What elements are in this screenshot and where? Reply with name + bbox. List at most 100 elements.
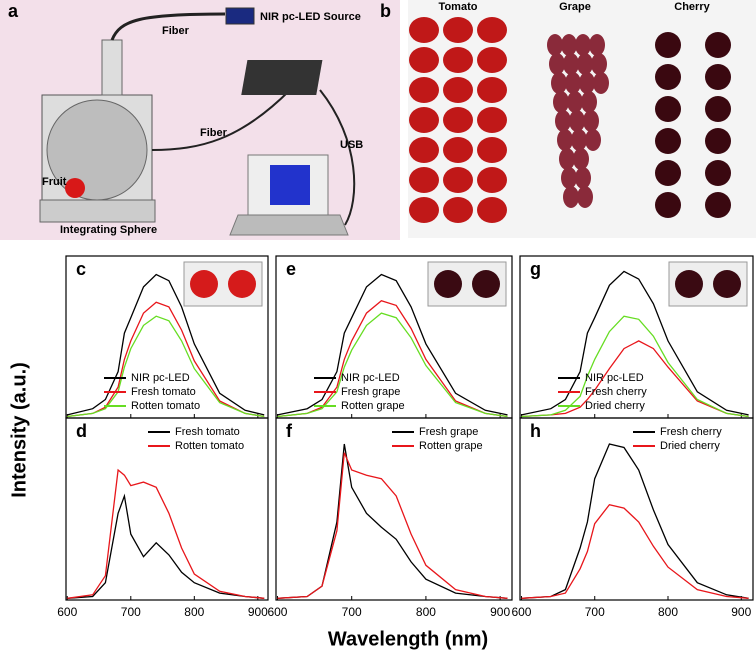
- spectrum-line: [277, 299, 508, 418]
- cherry: [655, 160, 681, 186]
- tomato: [443, 107, 473, 133]
- tomato: [443, 17, 473, 43]
- spectrum-line: [277, 443, 508, 599]
- legend-label: Fresh grape: [419, 426, 478, 438]
- plot-frame: [65, 417, 269, 601]
- grape: [571, 129, 587, 151]
- legend-label: NIR pc-LED: [131, 372, 190, 384]
- legend-label: Dried cherry: [585, 400, 645, 412]
- inset-fruit: [713, 270, 741, 298]
- panel-label: b: [380, 1, 391, 21]
- cherry: [705, 32, 731, 58]
- grape: [555, 110, 571, 132]
- tomato: [443, 137, 473, 163]
- grape: [565, 72, 581, 94]
- legend-label: Fresh tomato: [131, 386, 196, 398]
- tomato: [443, 197, 473, 223]
- tomato: [443, 47, 473, 73]
- panel-label: a: [8, 1, 19, 21]
- grape: [593, 72, 609, 94]
- spectrum-line: [521, 503, 749, 599]
- usb-cable: [319, 89, 356, 226]
- fruit-photo: [409, 17, 731, 223]
- laptop-base: [229, 214, 349, 236]
- label: Cherry: [674, 1, 710, 13]
- legend-label: Fresh grape: [341, 386, 400, 398]
- panel-label: e: [286, 259, 296, 279]
- grape: [573, 148, 589, 170]
- x-tick-label: 700: [342, 605, 362, 619]
- label: NIR pc-LED Source: [260, 11, 361, 23]
- inset-fruit: [472, 270, 500, 298]
- grape: [559, 148, 575, 170]
- cherry: [705, 128, 731, 154]
- legend-label: Fresh cherry: [660, 426, 722, 438]
- legend-label: Fresh tomato: [175, 426, 240, 438]
- grape: [553, 91, 569, 113]
- spectrum-line: [521, 315, 749, 418]
- laptop-display: [270, 165, 310, 205]
- grape: [577, 186, 593, 208]
- grape: [585, 129, 601, 151]
- x-tick-label: 900: [248, 605, 268, 619]
- sphere-base: [39, 199, 156, 223]
- legend-label: Rotten tomato: [131, 400, 200, 412]
- spectrum-line: [521, 340, 749, 418]
- tomato: [477, 77, 507, 103]
- tomato: [409, 77, 439, 103]
- panel-label: f: [286, 421, 293, 441]
- x-tick-label: 800: [658, 605, 678, 619]
- y-axis-label: Intensity (a.u.): [8, 362, 30, 498]
- grape: [575, 34, 591, 56]
- x-tick-label: 800: [416, 605, 436, 619]
- label: USB: [340, 139, 363, 151]
- panel-label: h: [530, 421, 541, 441]
- grape: [549, 53, 565, 75]
- grape: [557, 129, 573, 151]
- x-tick-label: 800: [184, 605, 204, 619]
- cherry: [705, 160, 731, 186]
- label: Integrating Sphere: [60, 224, 157, 236]
- tomato: [477, 137, 507, 163]
- grape: [551, 72, 567, 94]
- tomato: [443, 77, 473, 103]
- spectrum-line: [67, 273, 265, 416]
- grape: [563, 186, 579, 208]
- plot-frame: [519, 417, 754, 601]
- grape: [579, 72, 595, 94]
- panel-label: g: [530, 259, 541, 279]
- tomato: [409, 167, 439, 193]
- x-tick-label: 600: [267, 605, 287, 619]
- fruit: [65, 178, 85, 198]
- tomato: [409, 137, 439, 163]
- grape: [563, 53, 579, 75]
- tomato: [477, 47, 507, 73]
- x-tick-label: 600: [511, 605, 531, 619]
- cherry: [655, 64, 681, 90]
- inset-fruit: [675, 270, 703, 298]
- tomato: [409, 107, 439, 133]
- spectrometer: [241, 60, 323, 95]
- legend-label: NIR pc-LED: [585, 372, 644, 384]
- fiber-cable: [151, 89, 291, 151]
- tomato: [477, 17, 507, 43]
- grape: [577, 53, 593, 75]
- x-tick-label: 900: [731, 605, 751, 619]
- inset-fruit: [434, 270, 462, 298]
- label: Fruit: [42, 176, 67, 188]
- grape: [583, 110, 599, 132]
- spectrum-line: [277, 452, 508, 599]
- grape: [581, 91, 597, 113]
- tomato: [409, 47, 439, 73]
- grape: [575, 167, 591, 189]
- plot-frame: [275, 417, 513, 601]
- cherry: [705, 96, 731, 122]
- cherry: [655, 192, 681, 218]
- cherry: [705, 192, 731, 218]
- grape: [561, 34, 577, 56]
- cherry: [705, 64, 731, 90]
- label: Fiber: [200, 127, 228, 139]
- cherry: [655, 128, 681, 154]
